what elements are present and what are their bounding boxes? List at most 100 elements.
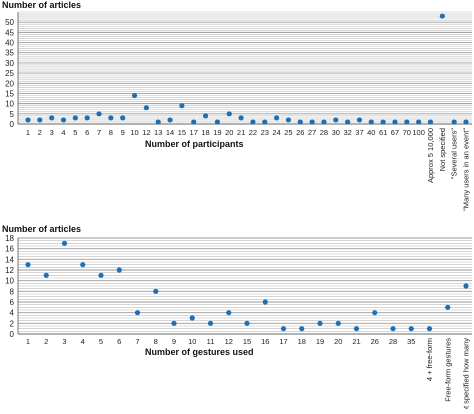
data-point [345, 119, 351, 125]
y-tick-label: 2 [10, 319, 15, 328]
x-tick-label: 18 [201, 128, 209, 137]
x-tick-label: 17 [190, 128, 198, 137]
x-tick-label: 21 [237, 128, 245, 137]
y-tick-label: 0 [10, 120, 15, 129]
data-point [335, 320, 341, 326]
data-point [372, 310, 378, 316]
x-tick-label: 7 [97, 128, 101, 137]
x-tick-label: 4 [61, 128, 65, 137]
data-point [380, 119, 386, 125]
x-tick-label: 20 [225, 128, 233, 137]
y-tick-label: 45 [5, 28, 14, 37]
y-tick-label: 16 [5, 245, 14, 254]
y-tick-label: 30 [5, 59, 14, 68]
y-tick-label: 5 [10, 110, 15, 119]
data-point [439, 13, 445, 19]
data-point [427, 119, 434, 125]
x-tick-label: 6 [117, 337, 121, 346]
x-tick-label: 1 [26, 128, 30, 137]
data-point [72, 115, 78, 121]
data-point [273, 115, 280, 121]
data-point [404, 119, 410, 125]
x-tick-label: 4 [81, 337, 85, 346]
y-tick-label: 40 [5, 39, 14, 48]
x-tick-label: 30 [332, 128, 340, 137]
x-tick-label: 9 [121, 128, 125, 137]
data-point [408, 326, 414, 332]
y-axis-title: Number of articles [2, 0, 81, 10]
data-point [297, 119, 303, 125]
x-tick-label: 13 [154, 128, 162, 137]
y-tick-label: 14 [5, 255, 14, 264]
x-tick-label: 3 [62, 337, 66, 346]
y-tick-label: 10 [5, 100, 14, 109]
data-point [108, 115, 114, 121]
data-point [392, 119, 398, 125]
y-tick-label: 10 [5, 277, 14, 286]
data-point [37, 117, 43, 123]
y-axis-title: Number of articles [2, 224, 81, 234]
data-point [25, 117, 31, 123]
x-tick-label: 10 [130, 128, 138, 137]
data-point [317, 320, 323, 326]
data-point [202, 113, 209, 119]
x-tick-label: 32 [343, 128, 351, 137]
x-tick-label: "Several users" [450, 128, 459, 180]
y-tick-label: 6 [10, 298, 15, 307]
x-tick-label: 37 [355, 128, 363, 137]
x-tick-label: Not specified [438, 128, 447, 171]
x-tick-label: 2 [44, 337, 48, 346]
data-point [226, 310, 232, 316]
data-point [321, 119, 327, 125]
x-tick-label: 27 [308, 128, 316, 137]
data-point [463, 119, 469, 125]
x-tick-label: 17 [279, 337, 287, 346]
x-tick-label: 19 [213, 128, 221, 137]
data-point [61, 240, 68, 246]
x-tick-label: 12 [225, 337, 233, 346]
x-tick-label: 26 [296, 128, 304, 137]
x-tick-label: 25 [284, 128, 292, 137]
data-point [25, 262, 31, 268]
data-point [191, 119, 197, 125]
data-point [43, 272, 49, 278]
x-tick-label: 11 [207, 337, 215, 346]
x-tick-label: 5 [99, 337, 103, 346]
x-tick-label: 22 [249, 128, 257, 137]
x-tick-label: Approx 5 10,000 [426, 128, 435, 183]
data-point [80, 262, 86, 268]
y-tick-label: 12 [5, 266, 14, 275]
data-point [98, 272, 104, 278]
x-tick-label: 28 [320, 128, 328, 137]
x-tick-label: 19 [316, 337, 324, 346]
data-point [285, 117, 292, 123]
data-point [120, 115, 126, 121]
x-tick-label: 5 [73, 128, 77, 137]
y-tick-label: 8 [10, 287, 15, 296]
x-tick-label: 21 [352, 337, 360, 346]
x-tick-label: 8 [154, 337, 158, 346]
data-point [226, 111, 232, 117]
x-tick-label: 26 [371, 337, 379, 346]
data-point [84, 115, 90, 121]
x-tick-label: 67 [391, 128, 399, 137]
x-tick-label: 10 [188, 337, 196, 346]
data-point [250, 119, 256, 125]
data-point [463, 283, 469, 289]
x-tick-label: 40 [367, 128, 375, 137]
y-tick-label: 50 [5, 18, 14, 27]
x-tick-label: 18 [298, 337, 306, 346]
y-tick-label: 4 [10, 309, 15, 318]
data-point [390, 326, 396, 332]
x-tick-label: 15 [178, 128, 186, 137]
data-point [309, 119, 315, 125]
data-point [116, 267, 122, 273]
x-tick-label: 28 [389, 337, 397, 346]
data-point [280, 326, 287, 332]
x-tick-label: 7 [135, 337, 139, 346]
data-point [445, 304, 451, 310]
data-point [333, 117, 339, 123]
data-point [60, 117, 67, 123]
